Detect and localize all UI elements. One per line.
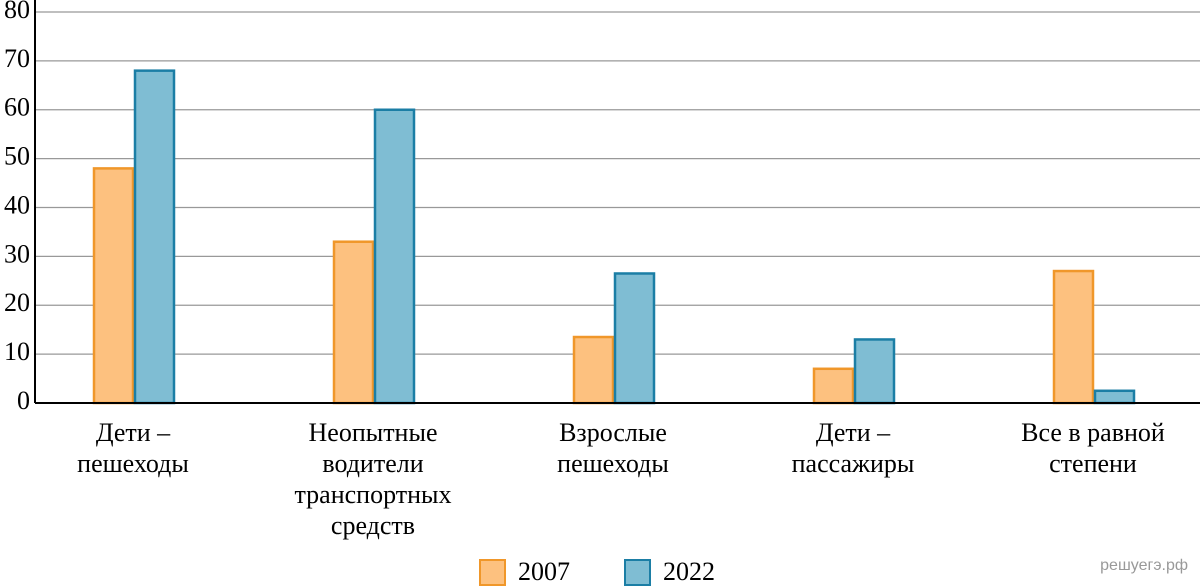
bar	[1093, 389, 1136, 405]
bar	[92, 167, 135, 405]
bar	[853, 338, 896, 405]
legend-swatch	[624, 559, 651, 586]
y-tick-label: 80	[4, 0, 30, 24]
legend-label: 2007	[518, 557, 570, 586]
legend-label: 2022	[663, 557, 715, 586]
y-tick-label: 0	[17, 386, 30, 415]
bar	[572, 335, 615, 405]
y-tick-label: 20	[4, 288, 30, 317]
x-tick-label: Взрослые пешеходы	[557, 418, 669, 478]
bar	[1052, 269, 1095, 405]
y-tick-label: 70	[4, 44, 30, 73]
legend-swatch	[479, 559, 506, 586]
bar	[613, 272, 656, 405]
watermark: решуегэ.рф	[1100, 557, 1188, 574]
x-tick-label: Дети – пассажиры	[791, 418, 915, 478]
bar	[133, 69, 176, 405]
bar	[332, 240, 375, 405]
bar	[373, 108, 416, 405]
x-tick-label: Неопытные водители транспортных средств	[294, 418, 452, 540]
x-tick-label: Дети – пешеходы	[77, 418, 189, 478]
y-tick-label: 30	[4, 239, 30, 268]
y-tick-label: 60	[4, 93, 30, 122]
y-tick-label: 40	[4, 190, 30, 219]
bar	[812, 367, 855, 405]
x-tick-label: Все в равной степени	[1021, 418, 1165, 478]
y-tick-label: 50	[4, 142, 30, 171]
y-tick-label: 10	[4, 337, 30, 366]
